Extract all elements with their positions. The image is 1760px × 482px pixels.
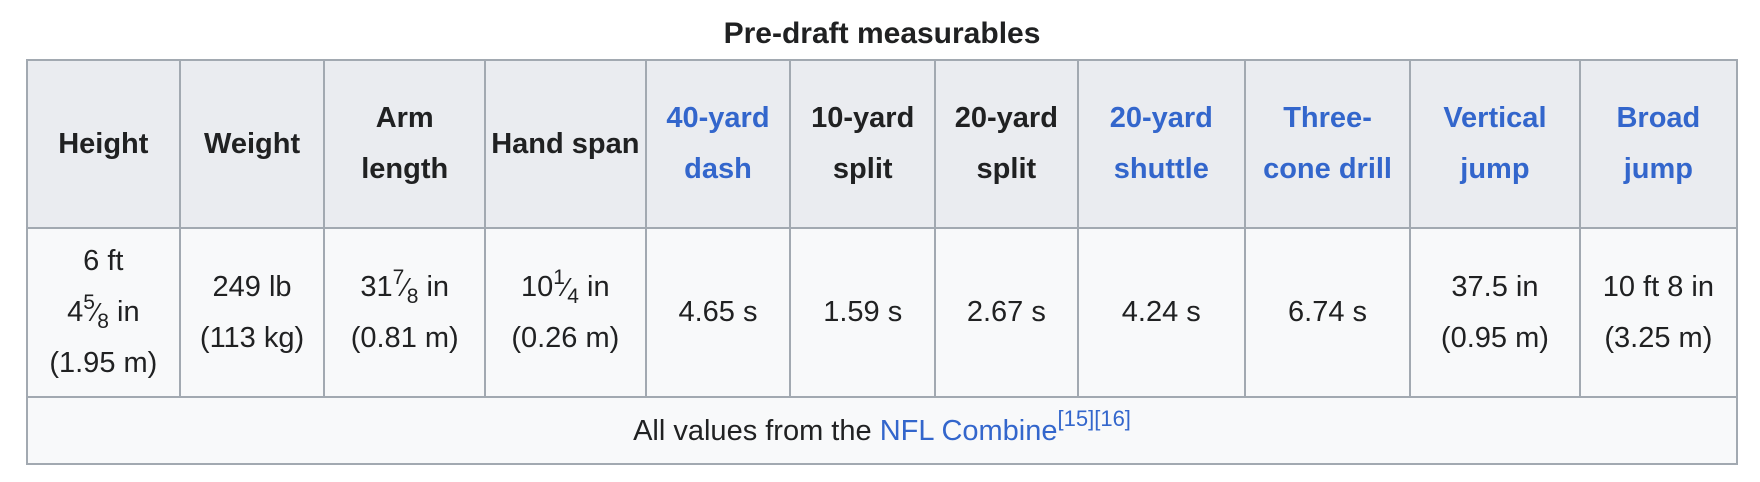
arm-length-metric: (0.81 m)	[350, 321, 459, 354]
header-height: Height	[26, 59, 181, 229]
header-row: Height Weight Arm length Hand span 40-ya…	[26, 59, 1739, 229]
footer-row: All values from the NFL Combine[15][16]	[26, 396, 1738, 465]
header-20-yard-split-label: 20-yard split	[954, 102, 1058, 185]
header-arm-length: Arm length	[323, 59, 487, 229]
cell-height: 6 ft 45⁄8 in (1.95 m)	[26, 227, 181, 398]
cell-weight: 249 lb (113 kg)	[178, 227, 326, 398]
cell-10-yard-split: 1.59 s	[789, 227, 937, 398]
link-three-cone-drill[interactable]: Three-cone drill	[1263, 102, 1392, 185]
header-10-yard-split: 10-yard split	[789, 59, 937, 229]
height-inches: 45⁄8 in	[67, 291, 140, 333]
cell-vertical-jump: 37.5 in (0.95 m)	[1409, 227, 1581, 398]
cell-broad-jump: 10 ft 8 in (3.25 m)	[1578, 227, 1739, 398]
hand-span-inches: 101⁄4 in	[521, 265, 610, 308]
cell-hand-span: 101⁄4 in (0.26 m)	[484, 227, 647, 398]
header-height-label: Height	[58, 127, 149, 160]
header-10-yard-split-label: 10-yard split	[811, 102, 915, 185]
header-20-yard-split: 20-yard split	[934, 59, 1079, 229]
measurables-table: Height Weight Arm length Hand span 40-ya…	[26, 59, 1739, 465]
cell-20-yard-split: 2.67 s	[934, 227, 1079, 398]
header-weight-label: Weight	[203, 127, 301, 160]
hand-span-metric: (0.26 m)	[511, 321, 620, 354]
link-broad-jump[interactable]: Broad jump	[1616, 102, 1701, 185]
footer-text: All values from the	[633, 414, 880, 447]
header-weight: Weight	[178, 59, 326, 229]
height-feet: 6 ft	[83, 245, 124, 277]
header-hand-span: Hand span	[484, 59, 647, 229]
cell-arm-length: 317⁄8 in (0.81 m)	[323, 227, 487, 398]
header-three-cone-drill: Three-cone drill	[1243, 59, 1412, 229]
header-hand-span-label: Hand span	[491, 127, 640, 160]
cell-40-yard-dash: 4.65 s	[644, 227, 792, 398]
header-broad-jump: Broad jump	[1578, 59, 1739, 229]
header-20-yard-shuttle: 20-yard shuttle	[1076, 59, 1246, 229]
footer-cell: All values from the NFL Combine[15][16]	[26, 396, 1738, 465]
link-vertical-jump[interactable]: Vertical jump	[1443, 102, 1547, 185]
broad-jump-imperial: 10 ft 8 in	[1602, 270, 1714, 303]
table-caption: Pre-draft measurables	[723, 17, 1041, 50]
cell-three-cone-drill: 6.74 s	[1243, 227, 1412, 398]
reference-16[interactable]: [16]	[1094, 405, 1131, 431]
link-nfl-combine[interactable]: NFL Combine	[879, 414, 1058, 447]
vertical-jump-metric: (0.95 m)	[1440, 321, 1549, 354]
header-arm-length-label: Arm length	[361, 102, 449, 185]
broad-jump-metric: (3.25 m)	[1604, 321, 1713, 354]
weight-imperial: 249 lb	[212, 270, 292, 303]
weight-metric: (113 kg)	[199, 321, 305, 354]
reference-15[interactable]: [15]	[1057, 405, 1095, 431]
height-metric: (1.95 m)	[49, 347, 158, 379]
arm-length-inches: 317⁄8 in	[360, 265, 450, 308]
vertical-jump-imperial: 37.5 in	[1451, 270, 1539, 303]
link-40-yard-dash[interactable]: 40-yard dash	[666, 102, 770, 185]
cell-20-yard-shuttle: 4.24 s	[1076, 227, 1246, 398]
link-20-yard-shuttle[interactable]: 20-yard shuttle	[1109, 102, 1213, 185]
header-vertical-jump: Vertical jump	[1409, 59, 1581, 229]
header-40-yard-dash: 40-yard dash	[644, 59, 792, 229]
values-row: 6 ft 45⁄8 in (1.95 m) 249 lb (113 kg) 31…	[26, 227, 1739, 398]
